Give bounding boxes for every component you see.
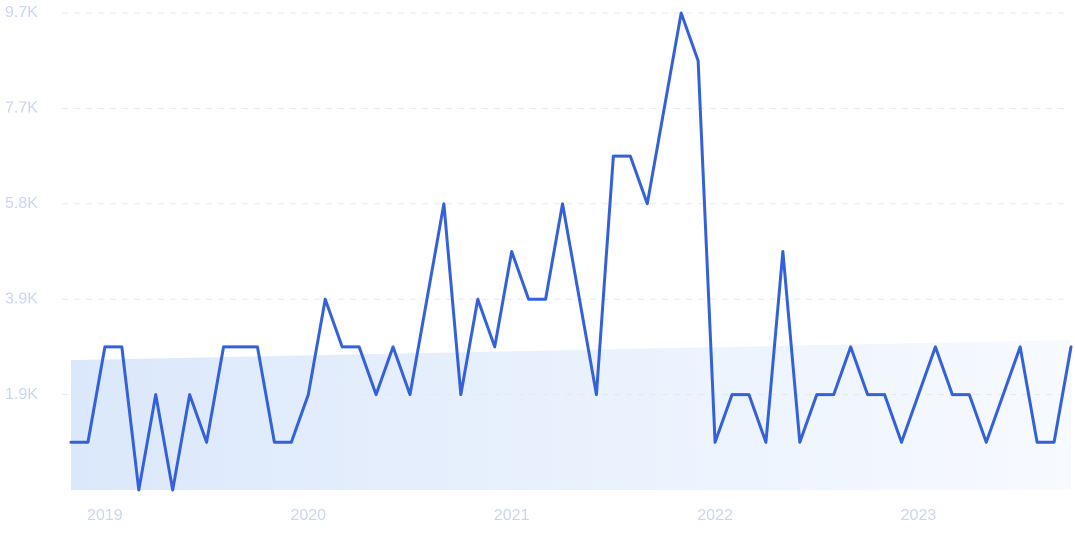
line-series: [69, 11, 1073, 492]
y-tick-label: 1.9K: [5, 386, 38, 403]
y-tick-label: 3.9K: [5, 290, 38, 307]
x-tick-label: 2022: [697, 507, 733, 524]
x-tick-label: 2020: [290, 507, 326, 524]
x-tick-label: 2021: [494, 507, 530, 524]
trend-area: [71, 340, 1071, 490]
y-tick-label: 7.7K: [5, 100, 38, 117]
x-tick-label: 2019: [87, 507, 123, 524]
y-tick-label: 9.7K: [5, 4, 38, 21]
y-tick-label: 5.8K: [5, 195, 38, 212]
x-tick-label: 2023: [901, 507, 937, 524]
